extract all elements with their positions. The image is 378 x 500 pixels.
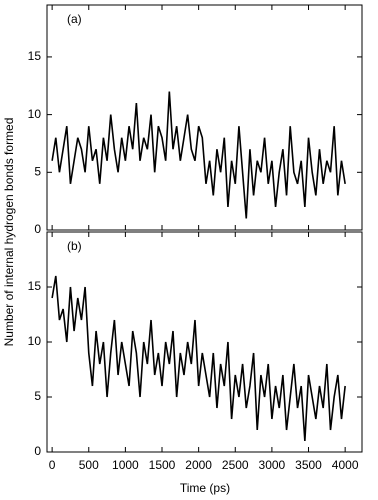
x-axis-label: Time (ps) <box>180 481 230 495</box>
y-axis-label: Number of internal hydrogen bonds formed <box>2 118 16 347</box>
x-tick-label: 2000 <box>185 458 212 472</box>
y-tick-label: 15 <box>28 279 42 293</box>
x-tick-label: 1500 <box>149 458 176 472</box>
x-tick-label: 3000 <box>259 458 286 472</box>
x-tick-label: 500 <box>79 458 99 472</box>
y-tick-label: 10 <box>28 107 42 121</box>
x-tick-label: 0 <box>49 458 56 472</box>
plot-frame <box>46 231 363 453</box>
x-tick-label: 3500 <box>295 458 322 472</box>
y-tick-label: 5 <box>34 389 41 403</box>
y-tick-label: 15 <box>28 49 42 63</box>
x-tick-label: 1000 <box>112 458 139 472</box>
y-tick-label: 5 <box>34 164 41 178</box>
data-line <box>51 275 346 442</box>
x-tick-label: 2500 <box>222 458 249 472</box>
y-tick-label: 10 <box>28 334 42 348</box>
y-tick-label: 0 <box>34 222 41 236</box>
data-line <box>51 91 346 219</box>
panel-label: (b) <box>67 239 82 253</box>
x-tick-label: 4000 <box>332 458 359 472</box>
y-tick-label: 0 <box>34 444 41 458</box>
plot-frame <box>46 4 363 231</box>
panel-label: (a) <box>67 12 82 26</box>
